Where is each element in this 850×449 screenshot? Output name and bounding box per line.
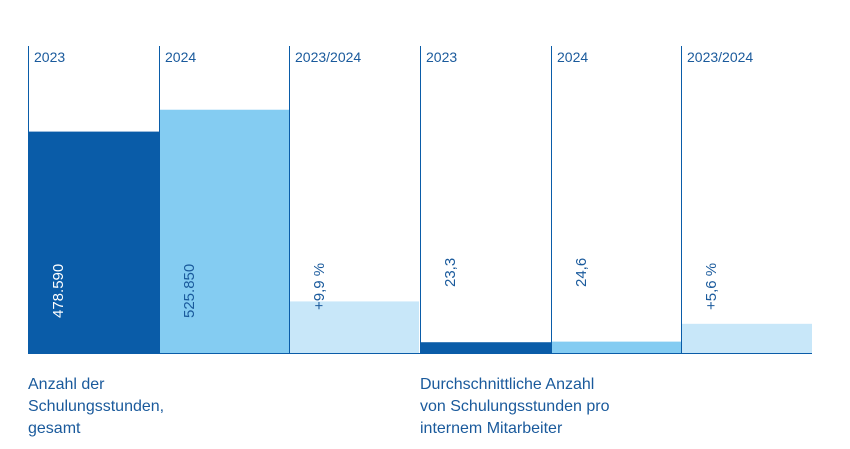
chart-1-caption-line: gesamt bbox=[28, 420, 81, 437]
tick-label: 2023/2024 bbox=[295, 49, 361, 65]
tick-label: 2024 bbox=[165, 49, 196, 65]
tick-label: 2023 bbox=[34, 49, 65, 65]
chart-2-caption-line: Durchschnittliche Anzahl bbox=[420, 376, 595, 393]
chart-1-caption-line: Anzahl der bbox=[28, 376, 105, 393]
tick-label: 2023 bbox=[426, 49, 457, 65]
value-label: 23,3 bbox=[442, 258, 459, 287]
bar bbox=[681, 323, 812, 353]
chart-2-caption: Durchschnittliche Anzahl von Schulungsst… bbox=[420, 374, 700, 440]
bar bbox=[551, 341, 681, 353]
bar bbox=[28, 131, 159, 353]
bar bbox=[420, 342, 551, 353]
chart-1-caption-line: Schulungsstunden, bbox=[28, 398, 165, 415]
value-label: 478.590 bbox=[50, 264, 67, 318]
bar bbox=[159, 109, 289, 353]
value-label: +9,9 % bbox=[311, 263, 328, 310]
value-label: +5,6 % bbox=[703, 263, 720, 310]
tick-label: 2024 bbox=[557, 49, 588, 65]
chart-1-caption: Anzahl der Schulungsstunden, gesamt bbox=[28, 374, 308, 440]
value-label: 525.850 bbox=[181, 264, 198, 318]
chart-2-caption-line: von Schulungsstunden pro bbox=[420, 398, 610, 415]
tick-label: 2023/2024 bbox=[687, 49, 753, 65]
bar bbox=[289, 301, 419, 353]
value-label: 24,6 bbox=[573, 258, 590, 287]
chart-2-caption-line: internem Mitarbeiter bbox=[420, 420, 563, 437]
